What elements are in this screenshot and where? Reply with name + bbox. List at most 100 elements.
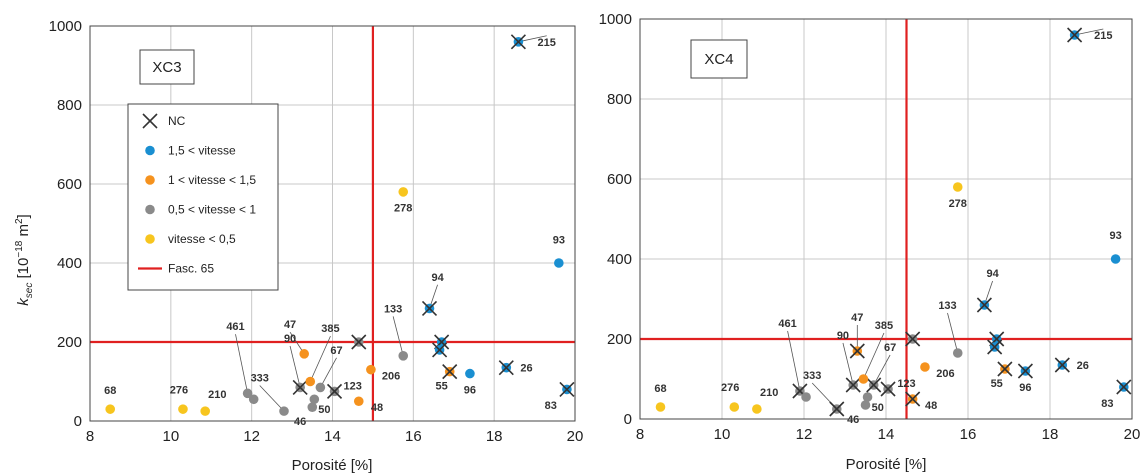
x-tick-label: 12 [796,426,813,443]
data-points-xc4 [655,27,1132,417]
point-label: 123 [344,380,362,392]
title-box-xc3 [139,49,195,85]
legend-swatch [145,204,155,215]
chart-title-xc3: XC3 [152,59,181,76]
point-label: 47 [851,312,863,324]
data-point [315,382,326,393]
nc-marker [442,364,458,380]
point-label: 333 [251,373,269,385]
point-label: 67 [330,345,342,357]
point-label: 90 [837,330,849,342]
point-label: 210 [760,387,778,399]
data-point [1110,254,1121,264]
data-point [554,258,564,268]
plot-frame-xc3 [89,25,576,422]
point-label: 133 [938,300,956,312]
y-tick-label: 800 [57,97,82,114]
data-point [200,406,210,416]
data-point [299,349,310,359]
data-point [307,402,318,412]
data-point [105,404,116,414]
nc-marker [351,334,367,350]
leader-line [787,330,801,392]
point-label: 461 [226,321,244,333]
legend-swatch [145,175,155,185]
point-label: 276 [721,382,739,394]
point-label: 48 [925,400,937,412]
point-label: 67 [884,342,896,354]
x-tick-label: 8 [636,426,644,443]
data-point [860,400,871,410]
y-tick-label: 800 [607,91,632,108]
data-point [242,388,253,399]
point-label: 55 [436,380,448,392]
data-point [248,394,259,405]
chart-xc3: 68 276 210 278 461 333 90 46 50 67 123 133 47 385 206 4… [14,18,583,474]
y-axis-label-xc3: ksec [10−18 m2] [14,214,35,305]
point-label: 83 [1101,398,1113,410]
nc-marker [976,297,992,313]
x-tick-label: 14 [878,426,895,443]
nc-marker [1054,357,1070,373]
legend-label: Fasc. 65 [168,262,214,276]
x-tick-label: 16 [960,426,977,443]
legend-label: vitesse < 0,5 [168,232,236,246]
point-label: 26 [520,363,532,375]
y-tick-label: 200 [607,331,632,348]
point-label: 48 [371,402,383,414]
leader-line [259,385,285,412]
data-point [309,394,320,405]
x-tick-label: 14 [324,428,341,445]
point-label: 123 [897,378,915,390]
data-point [729,402,740,412]
y-tick-label: 1000 [599,11,632,28]
point-label: 206 [382,371,400,383]
nc-marker [905,331,921,347]
leader-line [947,312,959,354]
nc-marker [1116,379,1132,395]
leader-line [289,345,301,388]
x-tick-label: 18 [1042,426,1059,443]
leader-line [320,357,337,388]
point-label: 26 [1077,360,1089,372]
leader-line [309,335,331,382]
nc-marker [498,360,514,376]
point-label: 215 [1094,30,1112,42]
leader-line [1074,28,1104,36]
threshold-lines-xc4 [640,19,1132,419]
legend-label: 1 < vitesse < 1,5 [168,173,256,187]
nc-marker [880,381,896,397]
leader-line [863,332,885,380]
point-labels-xc3: 68 276 210 278 461 333 90 46 50 67 123 133 47 385 206 4… [104,37,565,428]
threshold-lines-xc3 [90,26,575,421]
point-label: 46 [294,416,306,428]
data-point [801,392,811,402]
data-point [920,362,930,372]
grid-xc4 [639,18,1133,420]
point-label: 133 [384,303,402,315]
y-tick-label: 400 [57,255,82,272]
y-tick-label: 400 [607,251,632,268]
point-label: 385 [321,323,339,335]
plot-frame-xc4 [639,18,1133,420]
x-tick-label: 16 [405,428,422,445]
point-label: 278 [394,203,412,215]
point-label: 206 [936,368,954,380]
title-box-xc4 [690,39,748,79]
nc-marker [510,34,526,50]
leader-line [873,354,891,386]
leader-lines-xc3 [235,35,547,412]
x-tick-label: 10 [162,428,179,445]
nc-marker [1067,27,1083,43]
point-label: 50 [318,404,330,416]
data-point [398,351,409,361]
point-label: 93 [1109,230,1121,242]
point-label: 83 [545,400,557,412]
legend-swatch [145,145,155,156]
nc-marker [997,361,1013,377]
point-label: 276 [170,384,188,396]
point-label: 461 [778,318,796,330]
chart-title-xc4: XC4 [704,51,733,68]
